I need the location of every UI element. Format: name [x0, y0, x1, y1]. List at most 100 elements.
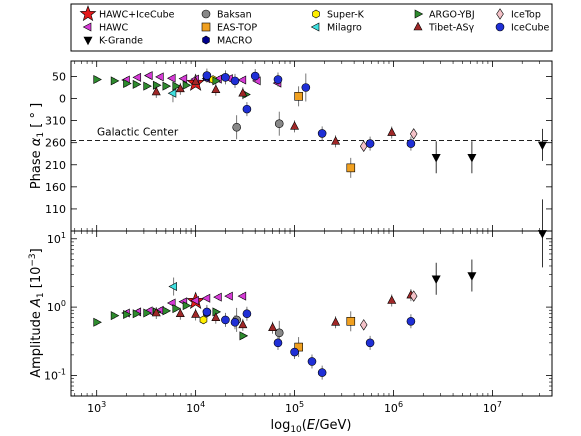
amp-point-baksan [274, 328, 284, 338]
amp-point-hawc [224, 291, 233, 301]
amp-point-tibet-as [331, 317, 341, 326]
phase-point-tibet-as [211, 84, 221, 94]
amp-point-icecube [273, 338, 283, 348]
amp-point-icecube [242, 309, 252, 319]
phase-point-eas-top [346, 163, 356, 173]
amp-point-argo-ybj [123, 309, 132, 319]
galactic-center-label: Galactic Center [97, 126, 179, 138]
phase-ylabel: Phase α1 [ ° ] [29, 103, 46, 189]
legend-marker-argo-ybj [414, 9, 424, 19]
legend-label-hawc: HAWC [99, 23, 129, 34]
phase-point-argo-ybj [110, 76, 120, 86]
legend-label-milagro: Milagro [327, 23, 362, 34]
amp-point-argo-ybj [239, 331, 249, 341]
phase-point-tibet-as [151, 86, 161, 96]
legend-marker-hawc [82, 22, 92, 32]
amp-point-tibet-as [387, 295, 397, 304]
phase-y-tick-label: 310 [45, 115, 66, 128]
amp-point-k-grande [537, 230, 547, 239]
amp-point-hawc [190, 295, 199, 305]
amp-point-icecube [406, 316, 416, 326]
amp-point-argo-ybj [110, 311, 120, 321]
amp-point-tibet-as [191, 309, 201, 318]
phase-point-icecube [250, 71, 260, 81]
phase-y-tick-label: 110 [45, 203, 66, 216]
phase-point-tibet-as [238, 87, 248, 97]
legend-label-argo-ybj: ARGO-YBJ [429, 10, 475, 21]
phase-point-argo-ybj [123, 79, 132, 89]
amp-point-icecube [317, 368, 327, 377]
amp-point-tibet-as [211, 312, 221, 321]
legend-marker-icecube [495, 22, 505, 32]
amp-point-hawc [213, 292, 222, 302]
phase-point-hawc [155, 72, 164, 82]
phase-point-argo-ybj [132, 79, 142, 89]
amp-point-hawc [201, 293, 211, 303]
amp-point-argo-ybj [132, 309, 142, 319]
phase-point-argo-ybj [93, 75, 102, 85]
phase-point-tibet-as [191, 76, 201, 86]
phase-y-tick-label: 50 [52, 70, 66, 83]
amp-point-icecube [290, 347, 299, 357]
phase-point-icecube [406, 139, 416, 148]
phase-point-tibet-as [175, 83, 185, 93]
amp-point-tibet-as [151, 307, 161, 317]
legend-label-eas-top: EAS-TOP [217, 23, 257, 34]
phase-panel: Galactic Center 50 0 310 260 210 160 110 Phase… [29, 60, 553, 232]
phase-y-tick-label: 210 [45, 159, 66, 172]
legend-label-super-k: Super-K [327, 10, 365, 21]
phase-point-argo-ybj [172, 81, 182, 91]
legend-marker-icetop [496, 8, 504, 20]
phase-point-icecube [202, 71, 212, 80]
amp-point-k-grande [431, 275, 441, 285]
x-tick-label: 105 [285, 400, 304, 415]
legend-marker-baksan [201, 9, 211, 19]
amp-point-eas-top [346, 316, 356, 326]
amp-point-icecube [230, 317, 240, 327]
legend-marker-hawc-icecube [79, 5, 97, 22]
phase-point-icecube [273, 75, 283, 84]
phase-point-hawc [144, 71, 153, 81]
amp-point-hawc [237, 291, 247, 301]
amp-point-icecube [365, 338, 375, 348]
phase-point-k-grande [537, 141, 547, 151]
phase-point-hawc [178, 74, 188, 84]
phase-point-baksan [232, 122, 241, 132]
amp-point-k-grande [467, 272, 477, 281]
amp-point-icecube [202, 307, 212, 317]
amp-point-argo-ybj [172, 304, 182, 314]
legend-marker-macro [202, 35, 210, 45]
amp-y-tick-label: 101 [47, 231, 66, 246]
amp-y-tick-label: 100 [47, 299, 66, 314]
amplitude-ylabel: Amplitude A1 [10−3] [28, 248, 46, 378]
phase-point-icecube [317, 129, 327, 138]
amp-y-tick-label: 10-1 [44, 367, 66, 382]
phase-point-tibet-as [387, 127, 397, 136]
phase-y-tick-label: 0 [59, 93, 66, 106]
amp-point-tibet-as [175, 308, 185, 318]
amp-point-argo-ybj [162, 306, 172, 316]
phase-point-hawc [166, 73, 176, 83]
phase-y-tick-label: 260 [45, 137, 66, 150]
legend-label-tibet-as: Tibet-ASγ [428, 23, 474, 34]
x-tick-label: 107 [483, 400, 502, 415]
amp-point-tibet-as [238, 319, 248, 329]
legend-label-macro: MACRO [217, 36, 252, 47]
phase-point-icecube [230, 76, 240, 86]
phase-point-argo-ybj [212, 76, 222, 86]
x-axis-label: log10(E/GeV) [271, 418, 352, 435]
amp-point-argo-ybj [143, 308, 152, 318]
amp-point-super-k [199, 315, 208, 325]
amp-point-argo-ybj [93, 317, 102, 327]
legend-label-hawc-icecube: HAWC+IceCube [99, 10, 175, 21]
amp-point-tibet-as [268, 322, 278, 331]
phase-point-k-grande [467, 153, 477, 163]
x-tick-label: 106 [384, 400, 403, 415]
phase-point-icecube [221, 73, 230, 82]
phase-point-milagro [167, 88, 177, 98]
phase-point-baksan [274, 119, 284, 129]
phase-point-eas-top [294, 92, 303, 101]
amp-point-icecube [221, 315, 230, 325]
phase-point-icecube [365, 139, 375, 148]
legend-label-icetop: IceTop [511, 10, 541, 21]
